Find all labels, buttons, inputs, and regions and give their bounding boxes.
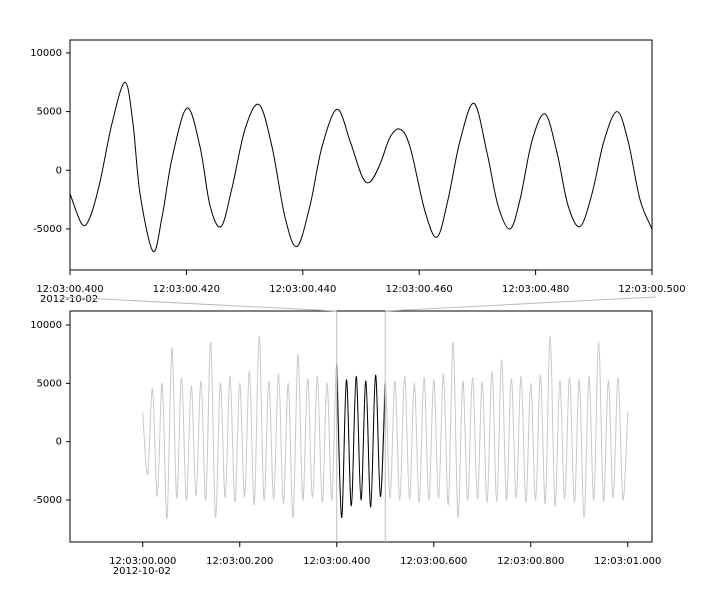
y-tick-label: 5000 — [37, 378, 62, 389]
plot-area — [69, 39, 653, 271]
y-tick-label: 0 — [56, 437, 62, 448]
x-tick-label: 12:03:00.600 — [400, 556, 467, 567]
x-tick-label: 12:03:00.200 — [206, 556, 273, 567]
y-tick-label: 5000 — [37, 107, 62, 118]
x-tick-label: 12:03:00.000 — [109, 556, 176, 567]
x-tick-label: 12:03:00.800 — [497, 556, 564, 567]
x-tick-label: 12:03:00.460 — [386, 284, 453, 295]
zoom-connector — [385, 296, 657, 312]
y-tick-label: -5000 — [33, 224, 62, 235]
plot-area — [69, 310, 653, 543]
x-tick-label: 12:03:00.400 — [36, 284, 103, 295]
zoom-connector — [61, 296, 337, 312]
x-tick-label: 12:03:00.400 — [303, 556, 370, 567]
x-offset-label: 2012-10-02 — [40, 294, 98, 305]
x-tick-label: 12:03:01.000 — [594, 556, 661, 567]
x-tick-label: 12:03:00.420 — [153, 284, 220, 295]
waveform-highlight — [336, 364, 386, 519]
x-tick-label: 12:03:00.440 — [269, 284, 336, 295]
y-tick-label: -5000 — [33, 495, 62, 506]
y-tick-label: 10000 — [30, 320, 62, 331]
y-tick-label: 10000 — [30, 48, 62, 59]
y-tick-label: 0 — [56, 165, 62, 176]
waveform — [69, 81, 653, 253]
x-tick-label: 12:03:00.480 — [502, 284, 569, 295]
x-offset-label: 2012-10-02 — [113, 566, 171, 577]
x-tick-label: 12:03:00.500 — [618, 284, 685, 295]
